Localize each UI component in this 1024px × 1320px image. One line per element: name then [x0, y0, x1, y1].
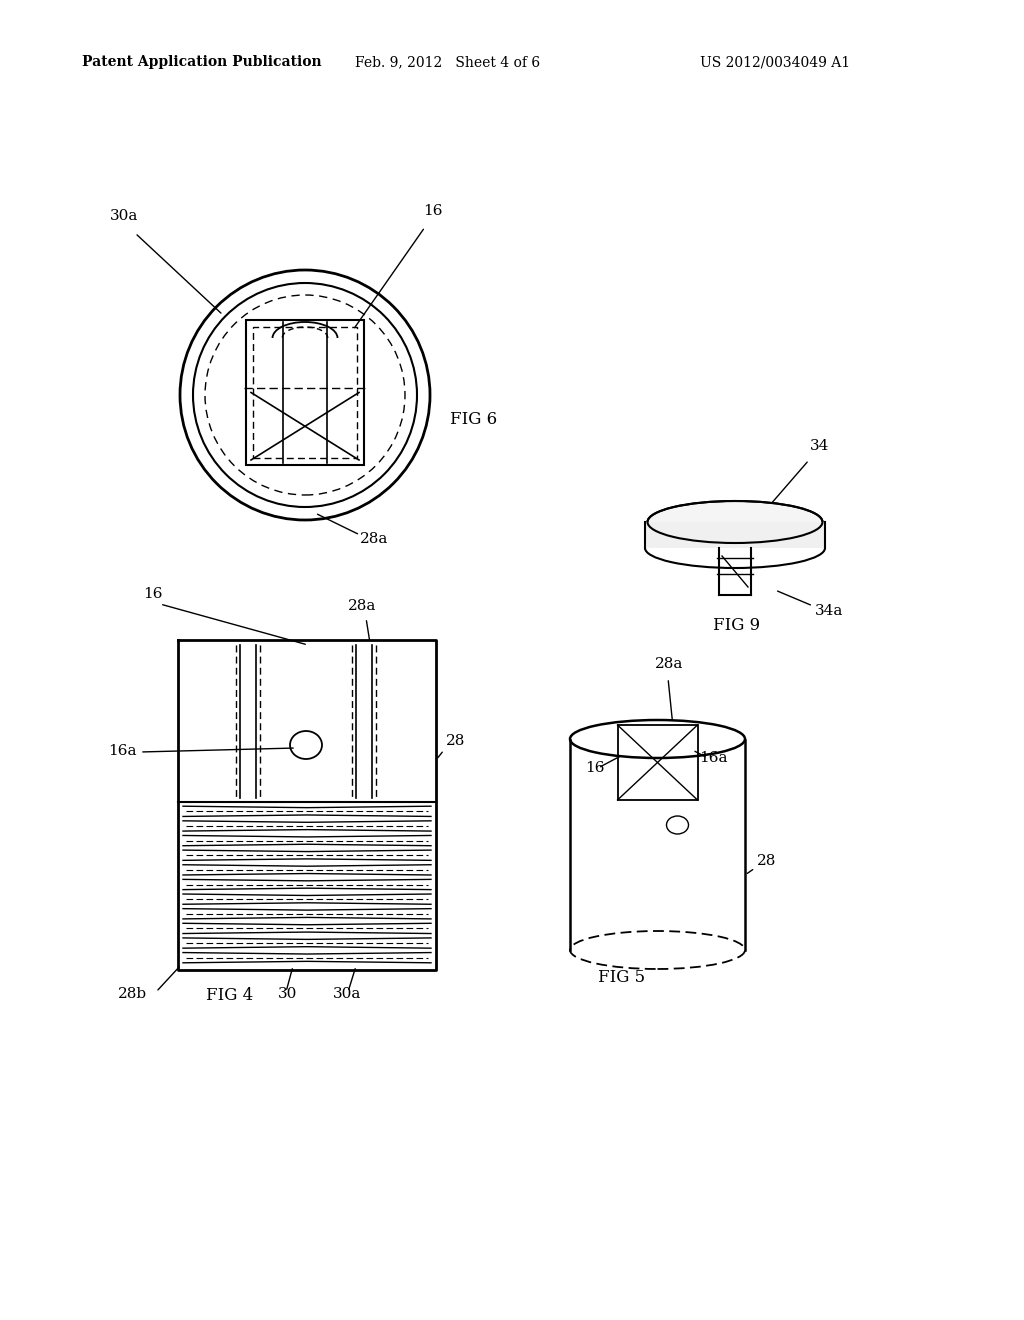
Text: FIG 6: FIG 6 [450, 412, 497, 429]
Text: FIG 5: FIG 5 [598, 969, 645, 986]
Text: 34: 34 [810, 440, 829, 453]
Text: 16: 16 [143, 587, 163, 601]
Text: 28: 28 [446, 734, 465, 748]
Text: 28b: 28b [118, 987, 147, 1001]
Bar [617, 725, 697, 800]
Text: 34a: 34a [815, 605, 844, 618]
Bar [253, 327, 357, 458]
Text: 28a: 28a [360, 532, 388, 546]
Ellipse shape [647, 502, 822, 543]
Text: 16a: 16a [108, 744, 136, 758]
Text: 28a: 28a [655, 657, 683, 671]
Text: Feb. 9, 2012   Sheet 4 of 6: Feb. 9, 2012 Sheet 4 of 6 [355, 55, 540, 69]
Bar [246, 319, 364, 465]
Text: 28a: 28a [348, 599, 377, 612]
Text: 16: 16 [423, 205, 442, 218]
Text: FIG 4: FIG 4 [206, 987, 253, 1005]
Text: 30: 30 [278, 987, 297, 1001]
Text: US 2012/0034049 A1: US 2012/0034049 A1 [700, 55, 850, 69]
Bar [645, 521, 825, 548]
Text: 30a: 30a [333, 987, 361, 1001]
Text: Patent Application Publication: Patent Application Publication [82, 55, 322, 69]
Text: FIG 9: FIG 9 [713, 616, 760, 634]
Text: 30a: 30a [110, 209, 138, 223]
Text: 28: 28 [757, 854, 776, 869]
Text: 16: 16 [585, 762, 604, 775]
Text: 16a: 16a [699, 751, 728, 766]
